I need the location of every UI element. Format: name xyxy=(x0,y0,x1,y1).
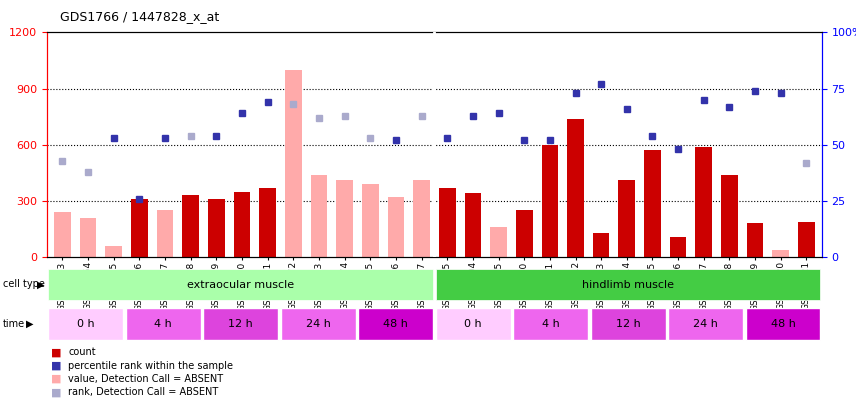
Text: 4 h: 4 h xyxy=(154,319,172,329)
Bar xyxy=(542,145,558,257)
Bar xyxy=(516,210,532,257)
Bar xyxy=(281,308,355,340)
Bar xyxy=(644,150,661,257)
Text: cell type: cell type xyxy=(3,279,45,289)
Text: value, Detection Call = ABSENT: value, Detection Call = ABSENT xyxy=(68,374,223,384)
Bar xyxy=(490,227,507,257)
Text: ■: ■ xyxy=(51,347,62,357)
Text: extraocular muscle: extraocular muscle xyxy=(187,279,294,290)
Text: 48 h: 48 h xyxy=(770,319,795,329)
Bar xyxy=(439,188,455,257)
Bar xyxy=(157,210,174,257)
Text: ■: ■ xyxy=(51,388,62,397)
Bar xyxy=(568,119,584,257)
Bar xyxy=(721,175,738,257)
Text: ■: ■ xyxy=(51,361,62,371)
Bar xyxy=(54,212,71,257)
Bar xyxy=(593,233,609,257)
Text: ▶: ▶ xyxy=(26,319,33,329)
Bar xyxy=(436,269,820,300)
Text: GDS1766 / 1447828_x_at: GDS1766 / 1447828_x_at xyxy=(60,10,219,23)
Text: count: count xyxy=(68,347,96,357)
Bar xyxy=(80,218,97,257)
Bar xyxy=(131,199,148,257)
Bar xyxy=(436,308,510,340)
Bar xyxy=(234,192,250,257)
Bar xyxy=(695,147,712,257)
Bar xyxy=(336,180,353,257)
Text: ▶: ▶ xyxy=(37,279,45,289)
Text: hindlimb muscle: hindlimb muscle xyxy=(582,279,674,290)
Bar xyxy=(591,308,665,340)
Bar xyxy=(798,222,815,257)
Bar xyxy=(182,195,199,257)
Bar xyxy=(208,199,225,257)
Bar xyxy=(388,197,404,257)
Bar xyxy=(49,308,123,340)
Bar xyxy=(105,246,122,257)
Bar xyxy=(259,188,276,257)
Bar xyxy=(772,249,789,257)
Text: ■: ■ xyxy=(51,374,62,384)
Text: 24 h: 24 h xyxy=(693,319,718,329)
Text: 12 h: 12 h xyxy=(615,319,640,329)
Bar xyxy=(359,308,433,340)
Text: 0 h: 0 h xyxy=(464,319,482,329)
Bar xyxy=(746,308,820,340)
Bar xyxy=(669,237,687,257)
Bar xyxy=(311,175,327,257)
Text: percentile rank within the sample: percentile rank within the sample xyxy=(68,361,234,371)
Bar xyxy=(413,180,430,257)
Text: 24 h: 24 h xyxy=(306,319,330,329)
Text: time: time xyxy=(3,319,25,329)
Bar xyxy=(514,308,588,340)
Text: 48 h: 48 h xyxy=(383,319,408,329)
Bar xyxy=(204,308,278,340)
Bar xyxy=(126,308,200,340)
Bar xyxy=(49,269,433,300)
Text: rank, Detection Call = ABSENT: rank, Detection Call = ABSENT xyxy=(68,388,219,397)
Bar xyxy=(362,184,378,257)
Text: 0 h: 0 h xyxy=(77,319,95,329)
Text: 4 h: 4 h xyxy=(542,319,560,329)
Bar xyxy=(746,224,764,257)
Bar xyxy=(669,308,743,340)
Bar xyxy=(465,194,481,257)
Bar xyxy=(619,180,635,257)
Bar xyxy=(285,70,301,257)
Text: 12 h: 12 h xyxy=(229,319,253,329)
